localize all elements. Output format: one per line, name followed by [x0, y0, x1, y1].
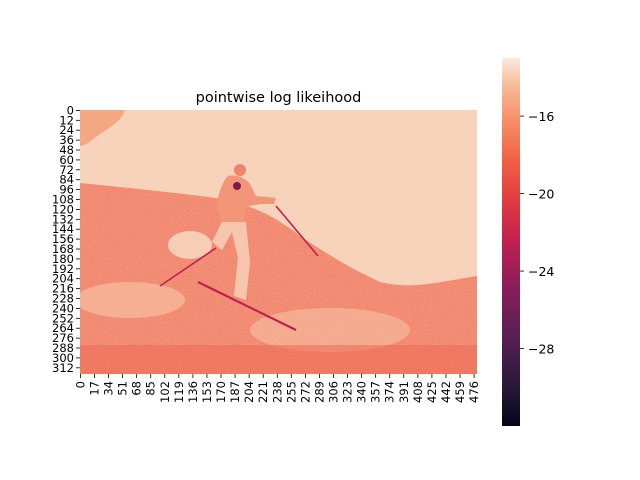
y-tick-label: 24 [59, 123, 74, 137]
y-tick-label: 0 [67, 103, 74, 117]
y-tick-label: 216 [52, 282, 74, 296]
heatmap-snow-patch [80, 282, 185, 318]
x-tick-label: 17 [87, 381, 101, 396]
x-tick-label: 442 [439, 381, 453, 403]
x-tick-label: 221 [256, 381, 270, 403]
y-tick-label: 144 [52, 222, 74, 236]
x-tick-label: 340 [355, 381, 369, 403]
y-tick-label: 264 [52, 321, 74, 335]
heatmap-snow-patch [168, 231, 212, 259]
y-tick-label: 252 [52, 311, 74, 325]
colorbar [502, 58, 520, 426]
x-tick-label: 459 [453, 381, 467, 403]
y-tick-label: 36 [59, 133, 74, 147]
x-tick-label: 119 [172, 381, 186, 403]
x-tick-label: 238 [270, 381, 284, 403]
x-tick-label: 136 [186, 381, 200, 403]
y-tick-label: 192 [52, 262, 74, 276]
x-tick-label: 153 [200, 381, 214, 403]
y-tick-label: 312 [52, 361, 74, 375]
y-tick-label: 168 [52, 242, 74, 256]
colorbar-tick-label: −16 [528, 109, 554, 124]
colorbar-axis: −16 −20 −24 −28 [520, 109, 554, 357]
y-tick-label: 204 [52, 272, 74, 286]
y-tick-label: 108 [52, 193, 74, 207]
x-tick-label: 306 [327, 381, 341, 403]
y-tick-label: 240 [52, 301, 74, 315]
y-tick-label: 48 [59, 143, 74, 157]
x-tick-label: 391 [397, 381, 411, 403]
y-tick-label: 288 [52, 341, 74, 355]
heatmap-skier-figure [159, 164, 319, 331]
heatmap-image [80, 110, 477, 374]
y-tick-label: 228 [52, 292, 74, 306]
colorbar-tick-label: −20 [528, 187, 554, 202]
x-tick-label: 34 [102, 381, 116, 396]
x-tick-label: 408 [411, 381, 425, 403]
y-tick-label: 72 [59, 163, 74, 177]
x-tick-label: 289 [312, 381, 326, 403]
x-tick-label: 204 [242, 381, 256, 403]
x-tick-label: 476 [467, 381, 481, 403]
y-tick-label: 300 [52, 351, 74, 365]
x-tick-label: 0 [73, 381, 87, 388]
y-tick-label: 276 [52, 331, 74, 345]
x-tick-label: 102 [158, 381, 172, 403]
x-axis: 0 17 34 51 68 85 102 119 136 153 170 187 204 221 238 25… [73, 374, 481, 403]
y-tick-label: 120 [52, 202, 74, 216]
y-tick-label: 132 [52, 212, 74, 226]
y-tick-label: 60 [59, 153, 74, 167]
y-axis: 0122436486072849610812013214415616818019… [52, 103, 80, 375]
colorbar-tick-label: −28 [528, 342, 554, 357]
y-tick-label: 156 [52, 232, 74, 246]
x-tick-label: 255 [284, 381, 298, 403]
x-tick-label: 187 [228, 381, 242, 403]
x-tick-label: 85 [144, 381, 158, 396]
y-tick-label: 84 [59, 173, 74, 187]
x-tick-label: 51 [116, 381, 130, 396]
x-tick-label: 374 [383, 381, 397, 403]
x-tick-label: 425 [425, 381, 439, 403]
y-tick-label: 96 [59, 183, 74, 197]
chart-title: pointwise log likeihood [196, 90, 362, 106]
heatmap-snow-patch [250, 308, 410, 352]
y-tick-label: 12 [59, 113, 74, 127]
x-tick-label: 323 [341, 381, 355, 403]
heatmap-bottom-band [80, 345, 477, 374]
colorbar-tick-label: −24 [528, 264, 554, 279]
x-tick-label: 357 [369, 381, 383, 403]
heatmap-cloud-region [80, 110, 125, 146]
y-tick-label: 180 [52, 252, 74, 266]
x-tick-label: 68 [130, 381, 144, 396]
x-tick-label: 272 [298, 381, 312, 403]
x-tick-label: 170 [214, 381, 228, 403]
